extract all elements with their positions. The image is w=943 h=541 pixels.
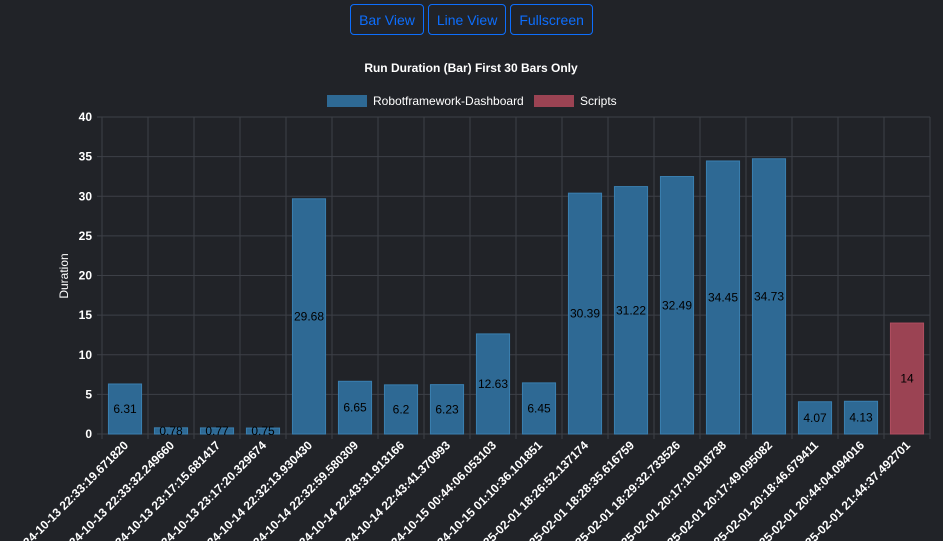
chart-bar[interactable] (337, 380, 373, 435)
bar-value-label: 34.45 (708, 290, 738, 304)
chart-bar[interactable] (291, 198, 327, 435)
chart-bar[interactable] (383, 384, 419, 435)
chart-bar[interactable] (751, 158, 787, 435)
bar-value-label: 6.31 (113, 402, 137, 416)
chart-bar[interactable] (889, 322, 925, 435)
chart-title: Run Duration (Bar) First 30 Bars Only (364, 61, 578, 75)
bar-value-label: 12.63 (478, 377, 508, 391)
legend-swatch-robot[interactable] (327, 95, 367, 107)
chart-bars: 6.31 0.78 0.77 0.75 29.68 6.65 6.2 6.23 12.63 6.4… (107, 158, 925, 438)
legend-label-scripts[interactable]: Scripts (580, 94, 617, 108)
chart-bar[interactable] (797, 401, 833, 435)
chart-bar[interactable] (199, 427, 235, 435)
bar-value-label: 6.2 (393, 402, 410, 416)
y-tick-label: 5 (85, 387, 92, 401)
chart-bar[interactable] (521, 382, 557, 435)
x-tick-label: 2024-10-13 22:33:19.671820 (11, 438, 132, 541)
bar-value-label: 30.39 (570, 307, 600, 321)
y-tick-label: 0 (85, 427, 92, 441)
bar-value-label: 4.13 (849, 411, 873, 425)
chart-bar[interactable] (153, 427, 189, 435)
bar-value-label: 0.77 (205, 424, 229, 438)
view-toolbar: Bar View Line View Fullscreen (0, 4, 943, 35)
bar-value-label: 14 (900, 372, 914, 386)
legend-swatch-scripts[interactable] (534, 95, 574, 107)
fullscreen-button[interactable]: Fullscreen (510, 4, 593, 35)
bar-value-label: 6.23 (435, 402, 459, 416)
bar-value-label: 31.22 (616, 303, 646, 317)
y-axis-ticks: 0 5 10 15 20 25 30 35 40 (79, 110, 93, 441)
bar-value-label: 6.65 (343, 401, 367, 415)
chart-bar[interactable] (659, 176, 695, 435)
chart-bar[interactable] (843, 400, 879, 435)
bar-value-label: 29.68 (294, 309, 324, 323)
y-tick-label: 20 (79, 269, 93, 283)
chart-bar[interactable] (107, 383, 143, 435)
bar-value-label: 0.75 (251, 424, 275, 438)
line-view-button[interactable]: Line View (427, 4, 507, 35)
bar-value-label: 34.73 (754, 289, 784, 303)
chart-bar[interactable] (705, 160, 741, 435)
bar-value-label: 6.45 (527, 401, 551, 415)
chart-bar[interactable] (475, 333, 511, 435)
bar-value-label: 0.78 (159, 424, 183, 438)
bar-value-label: 32.49 (662, 298, 692, 312)
chart-legend: Robotframework-Dashboard Scripts (327, 94, 617, 108)
y-tick-label: 30 (79, 189, 93, 203)
y-tick-label: 15 (79, 308, 93, 322)
y-tick-label: 25 (79, 229, 93, 243)
bar-view-button[interactable]: Bar View (350, 4, 424, 35)
chart-bar[interactable] (245, 427, 281, 435)
y-tick-label: 10 (79, 348, 93, 362)
legend-label-robot[interactable]: Robotframework-Dashboard (373, 94, 524, 108)
chart-grid (97, 116, 931, 439)
y-tick-label: 40 (79, 110, 93, 124)
chart-bar[interactable] (613, 186, 649, 435)
chart-bar[interactable] (429, 384, 465, 435)
bar-value-label: 4.07 (803, 411, 827, 425)
chart-bar[interactable] (567, 192, 603, 435)
y-axis-label: Duration (57, 253, 71, 298)
y-tick-label: 35 (79, 150, 93, 164)
